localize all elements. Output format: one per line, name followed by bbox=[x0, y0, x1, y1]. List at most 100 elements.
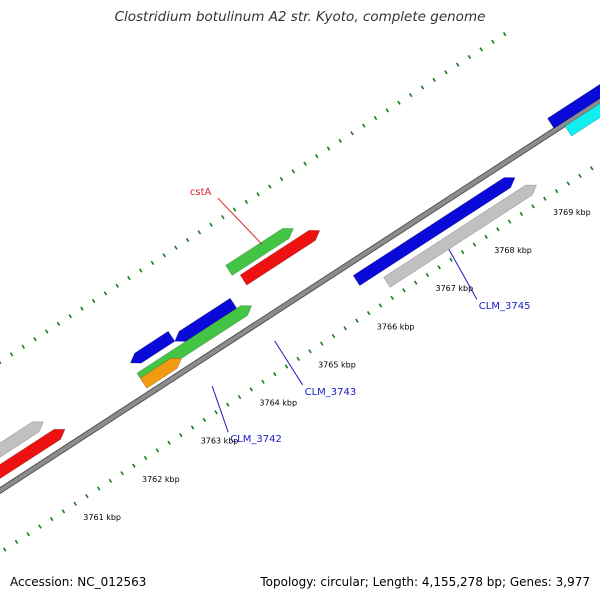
ring-tick bbox=[26, 532, 30, 537]
ring-tick bbox=[390, 295, 394, 301]
ring-tick bbox=[85, 494, 89, 499]
ring-tick bbox=[197, 230, 202, 235]
ring-tick bbox=[127, 275, 131, 281]
ring-tick bbox=[437, 265, 441, 270]
ring-tick bbox=[543, 196, 547, 201]
ring-tick bbox=[303, 161, 307, 166]
ring-tick bbox=[315, 153, 319, 159]
ring-tick bbox=[91, 298, 96, 304]
ring-tick bbox=[150, 260, 155, 265]
gene-arrow bbox=[0, 428, 66, 480]
ring-tick bbox=[373, 115, 378, 121]
gene-name-label: CLM_3745 bbox=[479, 301, 531, 312]
ring-tick bbox=[432, 77, 436, 82]
gene-arrow bbox=[564, 103, 600, 137]
gene-arrow bbox=[139, 357, 183, 389]
gene-arrow bbox=[0, 421, 44, 458]
ring-tick bbox=[96, 486, 101, 491]
ring-tick bbox=[261, 379, 265, 384]
ring-tick bbox=[420, 85, 425, 90]
ring-tick bbox=[496, 227, 500, 232]
kbp-tick-label: 3761 kbp bbox=[83, 513, 121, 522]
ring-tick bbox=[73, 501, 77, 506]
ring-tick bbox=[21, 344, 26, 349]
ring-tick bbox=[484, 234, 488, 240]
ring-tick bbox=[80, 306, 84, 311]
ring-tick bbox=[115, 283, 119, 288]
ring-tick bbox=[319, 341, 324, 346]
ring-tick bbox=[449, 257, 453, 262]
ring-tick bbox=[9, 352, 14, 357]
kbp-tick-label: 3767 kbp bbox=[436, 284, 474, 293]
ring-tick bbox=[291, 169, 296, 174]
ring-tick bbox=[408, 92, 413, 98]
gene-arrow bbox=[129, 330, 176, 364]
ring-tick bbox=[226, 402, 230, 407]
ring-tick bbox=[162, 253, 166, 258]
ring-tick bbox=[268, 184, 272, 189]
ring-tick bbox=[355, 318, 359, 323]
gene-arrow bbox=[547, 83, 600, 129]
ring-tick bbox=[279, 176, 284, 182]
ring-tick bbox=[578, 173, 582, 179]
gene-name-label: CLM_3742 bbox=[230, 434, 282, 445]
ring-tick bbox=[467, 54, 472, 60]
ring-tick bbox=[214, 410, 218, 415]
ring-tick bbox=[249, 387, 254, 392]
ring-tick bbox=[185, 237, 190, 243]
ring-tick bbox=[385, 108, 389, 113]
ring-tick bbox=[38, 524, 42, 529]
ring-tick bbox=[33, 336, 37, 342]
ring-tick bbox=[366, 311, 371, 316]
ring-tick bbox=[232, 207, 237, 212]
ring-tick bbox=[507, 219, 512, 224]
ring-tick bbox=[397, 100, 401, 105]
kbp-tick-label: 3768 kbp bbox=[494, 246, 532, 255]
ring-tick bbox=[202, 417, 207, 423]
ring-tick bbox=[326, 146, 331, 151]
ring-tick bbox=[519, 211, 524, 217]
gene-label-leader bbox=[274, 340, 304, 386]
gene-name-label: CLM_3743 bbox=[305, 387, 357, 398]
ring-tick bbox=[308, 349, 312, 354]
ring-tick bbox=[61, 509, 66, 514]
ring-tick bbox=[49, 516, 54, 522]
ring-tick bbox=[138, 268, 143, 273]
ring-tick bbox=[455, 62, 460, 67]
ring-tick bbox=[68, 314, 72, 319]
ring-tick bbox=[179, 433, 183, 438]
ring-tick bbox=[331, 333, 336, 339]
ring-tick bbox=[237, 394, 242, 400]
gene-arrow bbox=[239, 229, 321, 286]
gene-name-label: cstA bbox=[190, 187, 212, 198]
kbp-tick-label: 3766 kbp bbox=[377, 322, 415, 331]
genome-summary: Topology: circular; Length: 4,155,278 bp… bbox=[260, 575, 590, 589]
ring-tick bbox=[14, 539, 19, 545]
map-title: Clostridium botulinum A2 str. Kyoto, com… bbox=[114, 9, 486, 25]
gene-arrow bbox=[225, 228, 294, 276]
ring-tick bbox=[590, 166, 594, 171]
ring-tick bbox=[132, 463, 136, 468]
ring-tick bbox=[444, 70, 448, 75]
ring-tick bbox=[221, 214, 225, 220]
ring-tick bbox=[120, 471, 124, 476]
ring-tick bbox=[413, 280, 418, 285]
ring-tick bbox=[244, 199, 249, 204]
gene-label-leader bbox=[217, 197, 263, 245]
ring-tick bbox=[190, 425, 195, 430]
ring-tick bbox=[343, 326, 347, 331]
ring-tick bbox=[256, 192, 260, 197]
ring-tick bbox=[108, 478, 113, 484]
ring-tick bbox=[284, 364, 289, 369]
ring-tick bbox=[44, 329, 49, 334]
accession-label: Accession: NC_012563 bbox=[10, 575, 147, 589]
ring-tick bbox=[338, 138, 343, 143]
gene-label-leader bbox=[211, 386, 229, 433]
kbp-tick-label: 3769 kbp bbox=[553, 208, 591, 217]
gene-label-leader bbox=[448, 248, 478, 300]
ring-tick bbox=[425, 272, 430, 278]
ring-tick bbox=[155, 448, 160, 453]
gene-arrow bbox=[383, 184, 537, 288]
